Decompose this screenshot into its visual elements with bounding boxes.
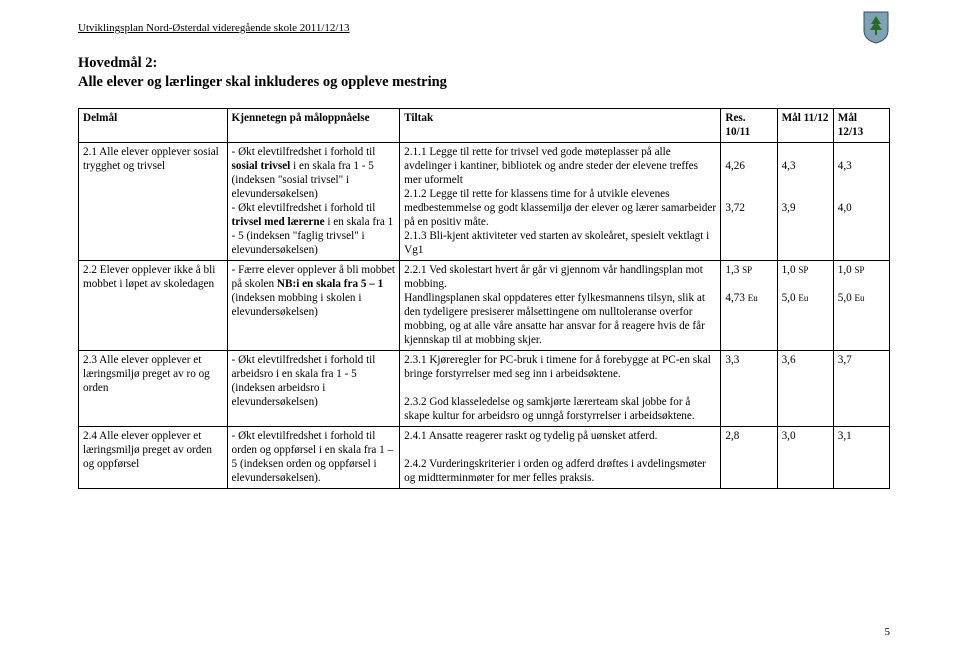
- title-line-1: Hovedmål 2:: [78, 54, 447, 73]
- cell-mal1: 3,6: [777, 351, 833, 427]
- cell-mal1: 3,0: [777, 427, 833, 489]
- table-header-row: Delmål Kjennetegn på måloppnåelse Tiltak…: [79, 109, 890, 143]
- col-mal-1213: Mål 12/13: [833, 109, 889, 143]
- main-title: Hovedmål 2: Alle elever og lærlinger ska…: [78, 54, 447, 91]
- cell-kjenn: - Økt elevtilfredshet i forhold til sosi…: [227, 143, 400, 261]
- cell-delmal: 2.1 Alle elever opplever sosial trygghet…: [79, 143, 228, 261]
- col-delmal: Delmål: [79, 109, 228, 143]
- cell-mal2: 3,1: [833, 427, 889, 489]
- table-row: 2.2 Elever opplever ikke å bli mobbet i …: [79, 261, 890, 351]
- cell-tiltak: 2.2.1 Ved skolestart hvert år går vi gje…: [400, 261, 721, 351]
- title-line-2: Alle elever og lærlinger skal inkluderes…: [78, 73, 447, 92]
- col-res: Res. 10/11: [721, 109, 777, 143]
- cell-tiltak: 2.3.1 Kjøreregler for PC-bruk i timene f…: [400, 351, 721, 427]
- cell-mal2: 4,34,0: [833, 143, 889, 261]
- cell-tiltak: 2.4.1 Ansatte reagerer raskt og tydelig …: [400, 427, 721, 489]
- goals-table: Delmål Kjennetegn på måloppnåelse Tiltak…: [78, 108, 890, 489]
- cell-mal2: 3,7: [833, 351, 889, 427]
- cell-res: 1,3 SP4,73 Eu: [721, 261, 777, 351]
- table-row: 2.4 Alle elever opplever et læringsmiljø…: [79, 427, 890, 489]
- page-header: Utviklingsplan Nord-Østerdal videregåend…: [78, 22, 349, 36]
- cell-kjenn: - Økt elevtilfredshet i forhold til arbe…: [227, 351, 400, 427]
- cell-delmal: 2.2 Elever opplever ikke å bli mobbet i …: [79, 261, 228, 351]
- cell-kjenn: - Færre elever opplever å bli mobbet på …: [227, 261, 400, 351]
- cell-mal1: 1,0 SP5,0 Eu: [777, 261, 833, 351]
- cell-res: 2,8: [721, 427, 777, 489]
- cell-tiltak: 2.1.1 Legge til rette for trivsel ved go…: [400, 143, 721, 261]
- page-number: 5: [885, 626, 891, 640]
- col-kjennetegn: Kjennetegn på måloppnåelse: [227, 109, 400, 143]
- logo-shield-icon: [862, 10, 890, 44]
- col-mal-1112: Mål 11/12: [777, 109, 833, 143]
- cell-res: 3,3: [721, 351, 777, 427]
- cell-res: 4,263,72: [721, 143, 777, 261]
- cell-delmal: 2.4 Alle elever opplever et læringsmiljø…: [79, 427, 228, 489]
- table-row: 2.3 Alle elever opplever et læringsmiljø…: [79, 351, 890, 427]
- cell-mal1: 4,33,9: [777, 143, 833, 261]
- cell-delmal: 2.3 Alle elever opplever et læringsmiljø…: [79, 351, 228, 427]
- cell-mal2: 1,0 SP5,0 Eu: [833, 261, 889, 351]
- table-row: 2.1 Alle elever opplever sosial trygghet…: [79, 143, 890, 261]
- col-tiltak: Tiltak: [400, 109, 721, 143]
- cell-kjenn: - Økt elevtilfredshet i forhold til orde…: [227, 427, 400, 489]
